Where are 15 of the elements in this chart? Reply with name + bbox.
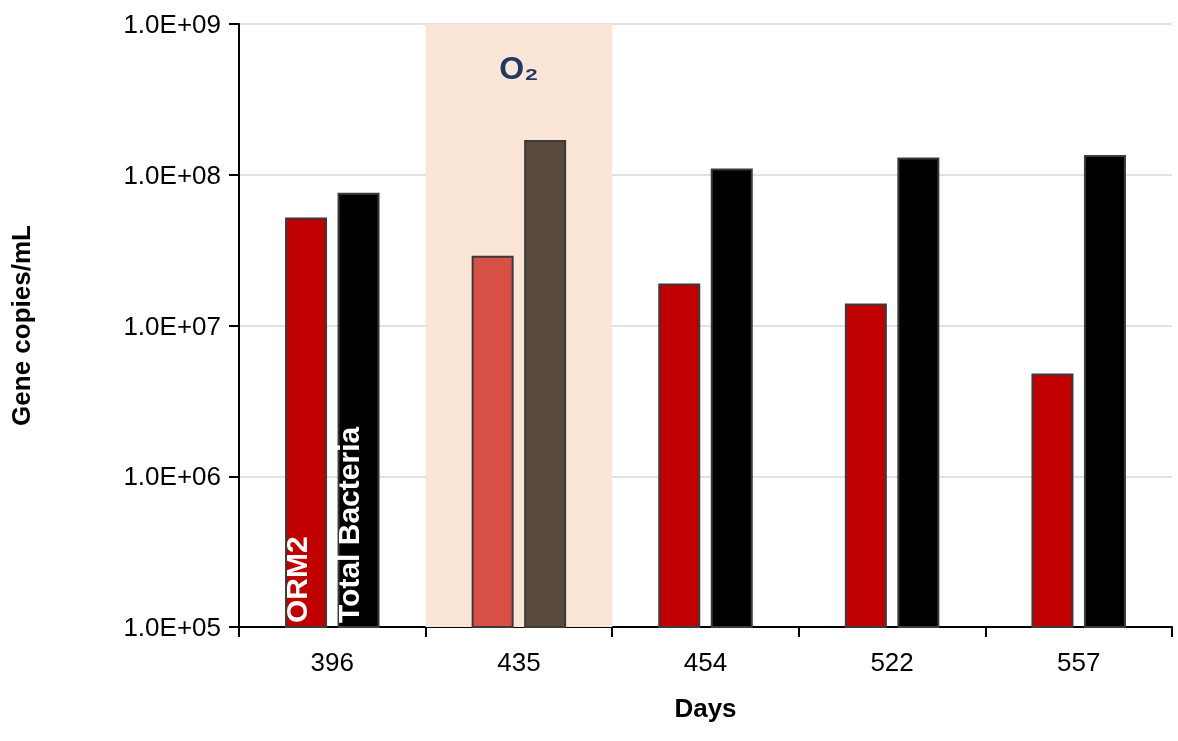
x-tick-label: 557 <box>1057 647 1101 677</box>
y-axis-title: Gene copies/mL <box>6 224 36 426</box>
x-tick-label: 454 <box>683 647 728 677</box>
x-axis-title: Days <box>674 693 737 723</box>
y-tick-label: 1.0E+05 <box>123 612 221 642</box>
y-tick-label: 1.0E+08 <box>123 159 221 190</box>
x-tick-label: 522 <box>870 647 914 677</box>
y-tick-label: 1.0E+07 <box>123 310 221 341</box>
x-tick-label: 396 <box>310 647 354 677</box>
band-label: O₂ <box>499 50 539 86</box>
x-tick-label: 435 <box>497 647 541 677</box>
y-tick-label: 1.0E+06 <box>123 461 221 492</box>
y-tick-label: 1.0E+09 <box>123 9 221 39</box>
series-label: Total Bacteria <box>332 426 366 623</box>
series-label: ORM2 <box>279 536 313 623</box>
